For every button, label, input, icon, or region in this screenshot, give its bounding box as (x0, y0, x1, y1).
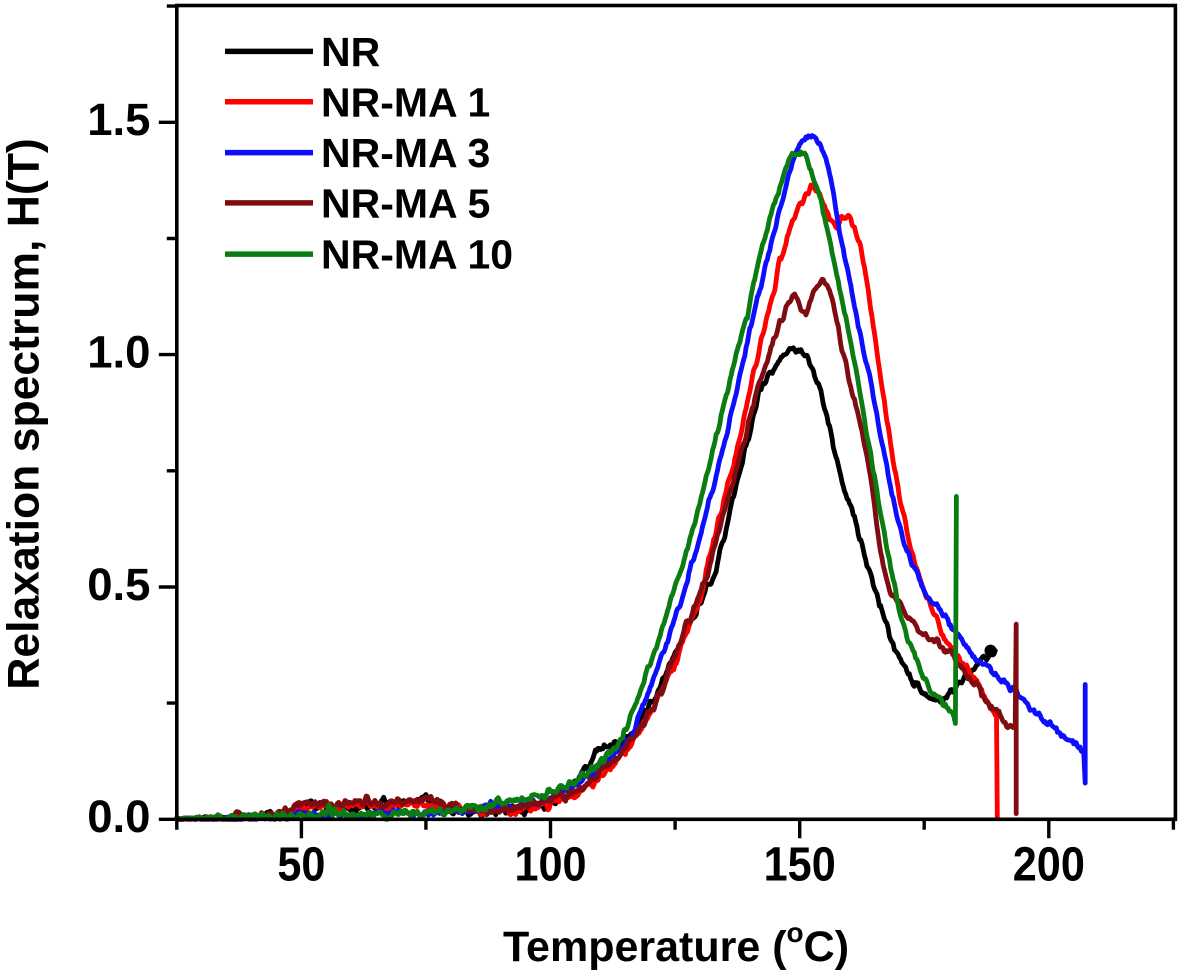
svg-text:NR-MA 10: NR-MA 10 (321, 232, 513, 278)
svg-text:NR-MA 3: NR-MA 3 (321, 130, 490, 176)
svg-text:NR-MA 1: NR-MA 1 (321, 79, 490, 125)
svg-text:0.5: 0.5 (87, 559, 150, 610)
svg-text:1.0: 1.0 (87, 326, 150, 377)
svg-text:Relaxation spectrum, H(T): Relaxation spectrum, H(T) (0, 138, 49, 689)
svg-text:200: 200 (1013, 838, 1085, 891)
svg-text:0.0: 0.0 (87, 791, 150, 842)
svg-text:NR: NR (321, 29, 380, 75)
svg-text:NR-MA 5: NR-MA 5 (321, 181, 490, 227)
svg-text:1.5: 1.5 (87, 94, 150, 145)
svg-text:100: 100 (514, 838, 586, 891)
svg-text:150: 150 (764, 838, 836, 891)
svg-text:50: 50 (277, 838, 325, 891)
